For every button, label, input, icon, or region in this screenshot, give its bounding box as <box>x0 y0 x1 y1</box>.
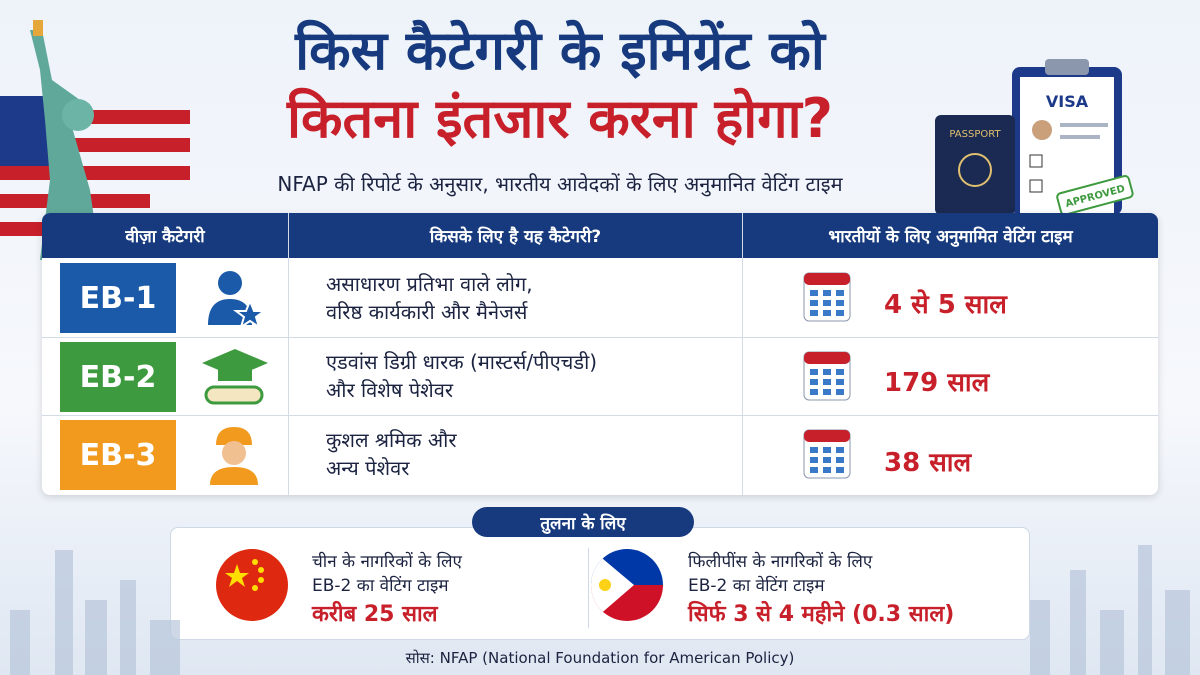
comparison-line: चीन के नागरिकों के लिए <box>312 552 462 572</box>
worker-icon <box>210 427 258 485</box>
liberty-flag <box>0 20 190 260</box>
description-line: अन्य पेशेवर <box>326 456 410 480</box>
source: सोस: NFAP (National Foundation for Ameri… <box>405 649 795 667</box>
comparison-item: चीन के नागरिकों के लिए EB-2 का वेटिंग टाइ… <box>312 550 462 628</box>
description-line: और विशेष पेशेवर <box>326 378 454 402</box>
divider <box>588 548 589 628</box>
description: असाधारण प्रतिभा वाले लोग, वरिष्ठ कार्यकार… <box>326 270 533 326</box>
visa-illustration: VISA PASSPORT APPROVED <box>935 59 1134 215</box>
comparison-wait: सिर्फ 3 से 4 महीने (0.3 साल) <box>688 602 955 627</box>
divider <box>288 213 289 495</box>
category-badge: EB-3 <box>60 420 176 490</box>
divider <box>42 337 1158 338</box>
description-line: असाधारण प्रतिभा वाले लोग, <box>326 272 533 296</box>
table: वीज़ा कैटेगरी किसके लिए है यह कैटेगरी? भ… <box>42 213 1158 495</box>
comparison-line: EB-2 का वेटिंग टाइम <box>688 576 825 596</box>
comparison-title: तुलना के लिए <box>472 507 694 537</box>
comparison-wait: करीब 25 साल <box>312 602 438 627</box>
divider <box>42 415 1158 416</box>
wait-time: 179 साल <box>884 368 990 398</box>
description: एडवांस डिग्री धारक (मास्टर्स/पीएचडी) और व… <box>326 348 597 404</box>
description-line: कुशल श्रमिक और <box>326 428 457 452</box>
title-line: कितना इंतजार करना होगा? <box>287 87 833 150</box>
description-line: एडवांस डिग्री धारक (मास्टर्स/पीएचडी) <box>326 350 598 374</box>
wait-time: 38 साल <box>884 448 972 478</box>
graduate-icon <box>202 349 268 405</box>
comparison-box <box>170 527 1030 640</box>
category-badge: EB-1 <box>60 263 176 333</box>
person-icon <box>208 271 266 329</box>
header-cell: किसके लिए है यह कैटेगरी? <box>288 213 742 258</box>
comparison-item: फिलीपींस के नागरिकों के लिए EB-2 का वेटिं… <box>688 550 954 628</box>
china-flag <box>216 549 288 621</box>
comparison-line: फिलीपींस के नागरिकों के लिए <box>688 552 873 572</box>
subtitle: NFAP की रिपोर्ट के अनुसार, भारतीय आवेदको… <box>277 172 843 196</box>
visa-label: VISA <box>1046 92 1089 111</box>
title-line: किस कैटेगरी के इमिग्रेंट को <box>295 19 825 82</box>
divider <box>742 213 743 495</box>
skyline <box>10 550 180 675</box>
calendar-icons <box>803 272 851 479</box>
skyline <box>1030 545 1190 675</box>
description-line: वरिष्ठ कार्यकारी और मैनेजर्स <box>326 300 528 324</box>
header-cell: वीज़ा कैटेगरी <box>42 213 288 258</box>
philippines-flag <box>591 549 663 621</box>
comparison-line: EB-2 का वेटिंग टाइम <box>312 576 449 596</box>
description: कुशल श्रमिक और अन्य पेशेवर <box>326 426 457 482</box>
passport-label: PASSPORT <box>949 129 1001 140</box>
header-cell: भारतीयों के लिए अनुमामित वेटिंग टाइम <box>742 213 1158 258</box>
wait-time: 4 से 5 साल <box>884 290 1007 320</box>
category-badge: EB-2 <box>60 342 176 412</box>
